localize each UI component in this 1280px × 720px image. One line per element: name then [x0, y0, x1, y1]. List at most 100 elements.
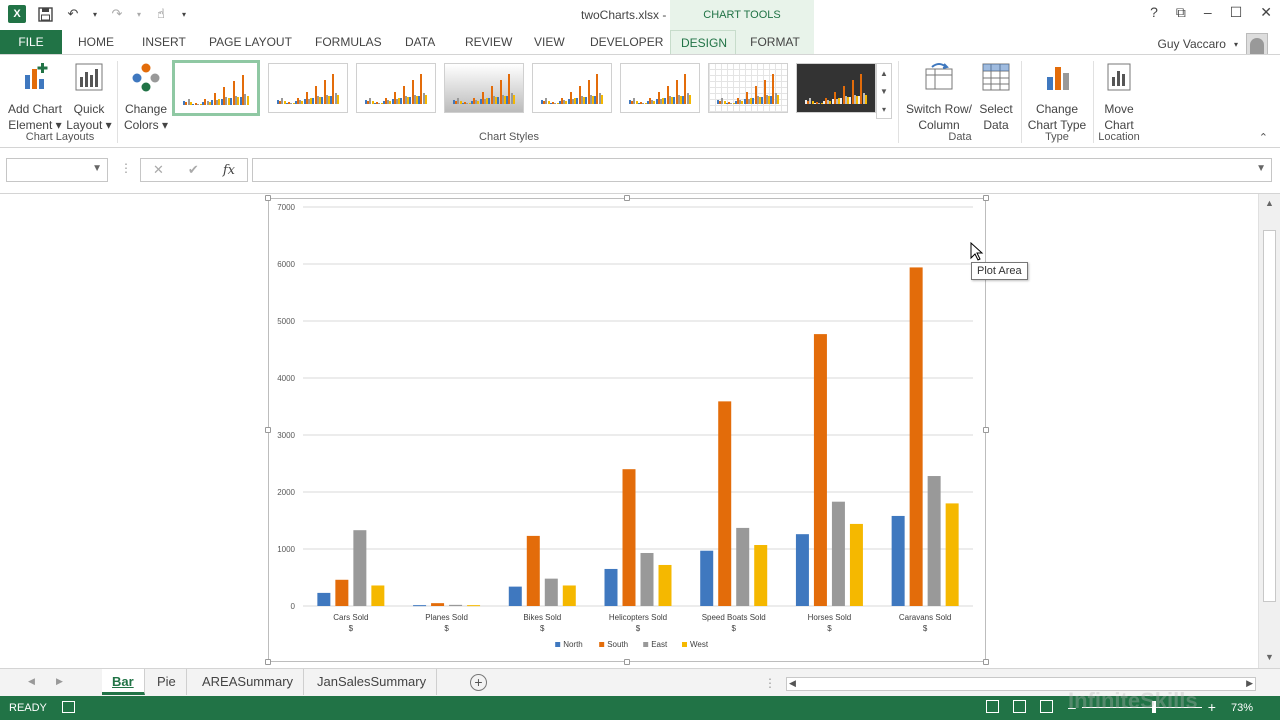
move-chart-button[interactable]: Move Chart: [1096, 61, 1142, 133]
sheet-tab-areasummary[interactable]: AREASummary: [192, 669, 305, 695]
sheet-tab-jansalessummary[interactable]: JanSalesSummary: [307, 669, 438, 695]
tab-home[interactable]: HOME: [78, 35, 114, 49]
tab-insert[interactable]: INSERT: [142, 35, 186, 49]
tab-page-layout[interactable]: PAGE LAYOUT: [209, 35, 292, 49]
resize-handle-t[interactable]: [624, 195, 630, 201]
vertical-scroll-thumb[interactable]: [1263, 230, 1276, 602]
gallery-up-icon[interactable]: ▲: [880, 68, 888, 78]
scroll-down-icon[interactable]: ▼: [1265, 652, 1274, 662]
chart-style-4[interactable]: [444, 63, 524, 113]
maximize-icon[interactable]: ☐: [1229, 4, 1243, 20]
enter-icon[interactable]: ✔: [187, 162, 199, 177]
collapse-ribbon-icon[interactable]: ⌃: [1258, 132, 1268, 144]
formula-bar-splitter[interactable]: ⋮: [120, 161, 132, 175]
chart-style-1[interactable]: [172, 60, 260, 116]
scroll-left-icon[interactable]: ◀: [789, 678, 796, 688]
tab-developer[interactable]: DEVELOPER: [590, 35, 664, 49]
macro-record-icon[interactable]: [62, 701, 75, 713]
style-thumb-bar: [484, 99, 486, 104]
sheet-nav-prev-icon[interactable]: ◀: [28, 676, 35, 686]
bar-chart[interactable]: 0 1000 2000 3000 4000 5000 6000 7000 Cars Sold $ P…: [269, 199, 985, 661]
chart-style-7[interactable]: [708, 63, 788, 113]
user-dropdown-icon[interactable]: ▾: [1233, 39, 1238, 49]
undo-dropdown-icon[interactable]: ▾: [92, 9, 97, 19]
redo-dropdown-icon[interactable]: ▾: [136, 9, 141, 19]
style-thumb-bar: [855, 96, 858, 104]
redo-icon[interactable]: ↷: [111, 6, 123, 21]
x-tick-label: $: [349, 624, 354, 633]
sheet-tab-bar[interactable]: Bar: [102, 669, 145, 695]
name-box-dropdown-icon[interactable]: ▼: [92, 163, 102, 174]
zoom-out-icon[interactable]: –: [1068, 699, 1076, 715]
touch-mode-icon[interactable]: ☝: [157, 6, 165, 21]
style-thumb-bar: [818, 103, 821, 104]
formula-input[interactable]: ▼: [252, 158, 1272, 182]
page-layout-view-icon[interactable]: [1013, 700, 1026, 713]
user-account[interactable]: Guy Vaccaro ▾: [1158, 33, 1268, 55]
customize-qat-icon[interactable]: ▾: [181, 9, 186, 19]
style-thumb-bar: [396, 99, 398, 104]
chart-style-6[interactable]: [620, 63, 700, 113]
new-sheet-button[interactable]: +: [470, 674, 487, 691]
tab-view[interactable]: VIEW: [534, 35, 565, 49]
resize-handle-br[interactable]: [983, 659, 989, 665]
bar-east: [449, 604, 463, 606]
avatar[interactable]: [1246, 33, 1268, 55]
chart-style-8[interactable]: [796, 63, 876, 113]
resize-handle-l[interactable]: [265, 427, 271, 433]
style-thumb-bar: [367, 101, 370, 104]
switch-row-column-button[interactable]: Switch Row/ Column: [902, 61, 976, 133]
chart-style-5[interactable]: [532, 63, 612, 113]
sheet-tab-pie[interactable]: Pie: [147, 669, 187, 695]
tab-review[interactable]: REVIEW: [465, 35, 513, 49]
resize-handle-tr[interactable]: [983, 195, 989, 201]
name-box[interactable]: ▼: [6, 158, 108, 182]
cancel-icon[interactable]: ✕: [153, 162, 164, 177]
tab-file[interactable]: FILE: [0, 30, 62, 54]
select-data-button[interactable]: Select Data: [976, 61, 1016, 133]
ribbon-display-options-icon[interactable]: ⧉: [1175, 4, 1186, 20]
zoom-in-icon[interactable]: +: [1207, 699, 1216, 715]
styles-gallery-scroll[interactable]: ▲ ▼ ▾: [876, 63, 892, 119]
close-icon[interactable]: ✕: [1260, 4, 1272, 20]
zoom-level[interactable]: 73%: [1231, 702, 1254, 714]
save-icon[interactable]: [36, 5, 54, 23]
minimize-icon[interactable]: –: [1203, 4, 1212, 20]
change-colors-button[interactable]: Change Colors ▾: [122, 61, 170, 133]
add-chart-element-button[interactable]: Add Chart Element ▾: [4, 61, 66, 133]
style-thumb-bar: [197, 104, 200, 105]
insert-function-icon[interactable]: fx: [222, 162, 235, 178]
style-thumb-bar: [316, 96, 319, 104]
expand-formula-bar-icon[interactable]: ▼: [1256, 163, 1266, 174]
tab-split-handle[interactable]: ⋮: [764, 676, 776, 690]
style-thumb-bar: [648, 98, 651, 104]
tab-format[interactable]: FORMAT: [736, 30, 814, 54]
horizontal-scrollbar[interactable]: ◀ ▶: [786, 677, 1256, 691]
chart-style-3[interactable]: [356, 63, 436, 113]
vertical-scrollbar[interactable]: ▲ ▼: [1258, 194, 1280, 668]
tab-data[interactable]: DATA: [405, 35, 436, 49]
tab-design[interactable]: DESIGN: [670, 30, 736, 54]
resize-handle-b[interactable]: [624, 659, 630, 665]
normal-view-icon[interactable]: [986, 700, 999, 713]
undo-icon[interactable]: ↶: [67, 6, 79, 21]
scroll-right-icon[interactable]: ▶: [1246, 678, 1253, 688]
style-thumb-bar: [829, 101, 832, 104]
style-thumb-bar: [756, 96, 759, 104]
tab-formulas[interactable]: FORMULAS: [315, 35, 382, 49]
change-chart-type-button[interactable]: Change Chart Type: [1024, 61, 1090, 133]
resize-handle-tl[interactable]: [265, 195, 271, 201]
gallery-more-icon[interactable]: ▾: [881, 104, 886, 114]
style-thumb-bar: [506, 96, 509, 104]
scroll-up-icon[interactable]: ▲: [1265, 198, 1274, 208]
chart-area[interactable]: 0 1000 2000 3000 4000 5000 6000 7000 Cars Sold $ P…: [268, 198, 986, 662]
help-icon[interactable]: ?: [1150, 4, 1158, 20]
sheet-nav-next-icon[interactable]: ▶: [56, 676, 63, 686]
chart-style-2[interactable]: [268, 63, 348, 113]
resize-handle-bl[interactable]: [265, 659, 271, 665]
gallery-down-icon[interactable]: ▼: [880, 86, 888, 96]
quick-layout-button[interactable]: Quick Layout ▾: [66, 61, 112, 133]
page-break-view-icon[interactable]: [1040, 700, 1053, 713]
resize-handle-r[interactable]: [983, 427, 989, 433]
zoom-slider[interactable]: [1081, 700, 1202, 713]
